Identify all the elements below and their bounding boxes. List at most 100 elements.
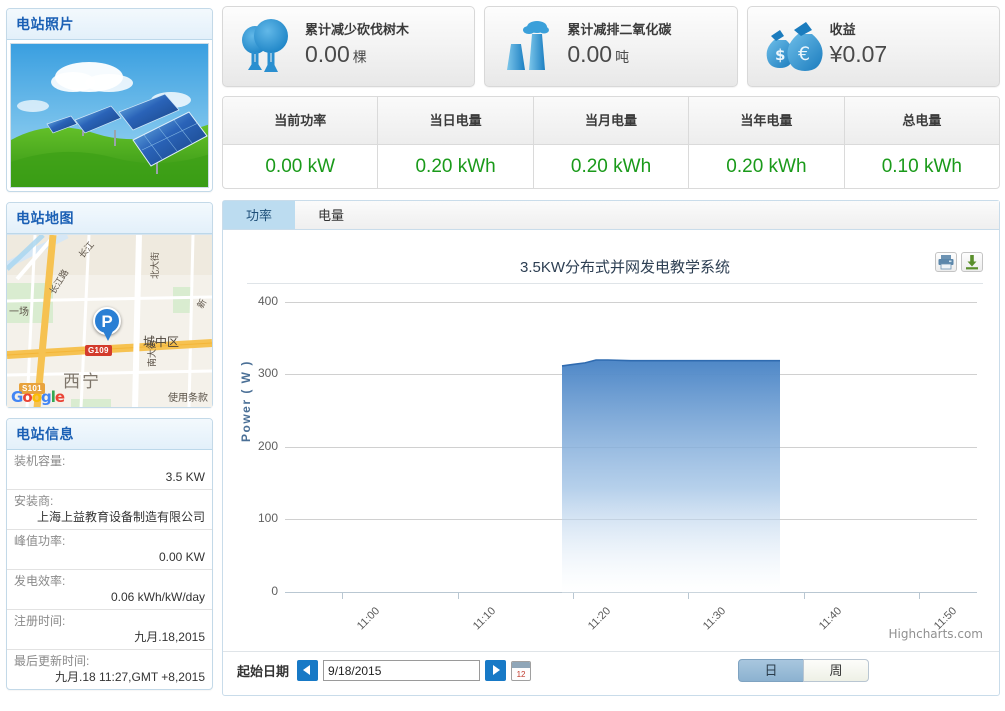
date-range-control: 起始日期 12 <box>237 660 532 681</box>
google-map[interactable]: 长江路 长江 北大街 南大街 城中区 一场 新 西宁 G109 S101 P G… <box>7 234 212 407</box>
print-icon[interactable] <box>935 252 957 272</box>
prev-day-button[interactable] <box>297 660 319 681</box>
station-info-title: 电站信息 <box>7 419 212 450</box>
y-tick-label: 0 <box>271 584 278 598</box>
info-label: 注册时间: <box>14 614 66 628</box>
stat-header: 当前功率 <box>223 97 378 145</box>
x-tick-mark <box>573 593 574 599</box>
stat-value: 0.20 kWh <box>726 156 807 177</box>
calendar-day: 12 <box>516 669 526 679</box>
card-number: ¥0.07 <box>829 41 888 67</box>
card-number: 0.00 <box>305 41 350 67</box>
x-tick-mark <box>458 593 459 599</box>
info-label: 安装商: <box>14 494 54 508</box>
y-tick-label: 300 <box>257 366 278 380</box>
info-row: 安装商: 上海上益教育设备制造有限公司 <box>7 490 212 530</box>
y-tick-label: 400 <box>257 294 278 308</box>
station-map-panel: 电站地图 <box>6 202 213 408</box>
card-co2-reduced: 累计减排二氧化碳 0.00 吨 <box>484 6 738 87</box>
chart-toolbar <box>935 252 983 272</box>
chart-plot-area: 400 300 200 100 0 Power ( W ) <box>239 294 977 632</box>
info-label: 发电效率: <box>14 574 66 588</box>
chart-title-divider <box>247 283 983 284</box>
station-map-title: 电站地图 <box>7 203 212 234</box>
chart-tabs: 功率 电量 <box>223 201 999 230</box>
map-highway-shield: S101 <box>19 383 45 394</box>
y-axis-label: Power ( W ) <box>239 360 253 442</box>
chart-title-text: 3.5KW分布式并网发电教学系统 <box>519 259 731 276</box>
stats-strip: 当前功率 0.00 kW 当日电量 0.20 kWh 当月电量 0.20 kWh… <box>222 96 1000 189</box>
range-day-button[interactable]: 日 <box>738 659 804 682</box>
info-row: 发电效率: 0.06 kWh/kW/day <box>7 570 212 610</box>
card-title: 收益 <box>829 22 856 37</box>
chart-panel: 功率 电量 3.5KW分布式并网发电教学系统 <box>222 200 1000 696</box>
station-photo-title: 电站照片 <box>7 9 212 40</box>
info-value: 九月.18 11:27,GMT +8,2015 <box>55 670 205 684</box>
gridline: 400 <box>258 294 977 308</box>
trees-icon <box>233 16 299 78</box>
card-number: 0.00 <box>567 41 613 67</box>
svg-text:$: $ <box>775 46 785 64</box>
card-value: ¥0.07 <box>830 39 891 72</box>
chart-title: 3.5KW分布式并网发电教学系统 <box>223 256 999 277</box>
x-tick-label: 11:30 <box>700 604 729 633</box>
station-info-list: 装机容量: 3.5 KW 安装商: 上海上益教育设备制造有限公司 峰值功率: 0… <box>7 450 212 689</box>
tab-energy[interactable]: 电量 <box>317 208 344 223</box>
card-value: 0.00 棵 <box>305 39 409 72</box>
y-tick-label: 200 <box>257 439 278 453</box>
stat-header: 当年电量 <box>689 97 844 145</box>
range-toggle-group: 日 周 <box>738 659 869 682</box>
stat-header: 当日电量 <box>378 97 533 145</box>
stat-year-energy: 当年电量 0.20 kWh <box>689 97 845 188</box>
card-title: 累计减排二氧化碳 <box>567 22 672 37</box>
card-revenue: $ € 收益 ¥0.07 <box>746 6 1000 87</box>
map-terms-link[interactable]: 使用条款 <box>168 393 208 404</box>
solar-panel-photo <box>10 43 209 188</box>
stat-value: 0.10 kWh <box>881 156 962 177</box>
info-value: 九月.18,2015 <box>134 630 205 644</box>
station-info-panel: 电站信息 装机容量: 3.5 KW 安装商: 上海上益教育设备制造有限公司 峰值… <box>6 418 213 690</box>
stat-header: 当月电量 <box>533 97 689 145</box>
chart-watermark: Highcharts.com <box>888 627 983 641</box>
main-content: 累计减少砍伐树木 0.00 棵 <box>222 6 1000 696</box>
map-city-label: 西宁 <box>63 372 101 391</box>
x-tick-label: 11:40 <box>816 604 845 633</box>
card-unit: 棵 <box>352 49 367 65</box>
summary-cards: 累计减少砍伐树木 0.00 棵 <box>222 6 1000 87</box>
next-day-button[interactable] <box>485 660 507 681</box>
range-week-button[interactable]: 周 <box>803 659 869 682</box>
x-tick-mark <box>804 593 805 599</box>
solar-panel-photo-svg <box>11 44 208 187</box>
stat-today-energy: 当日电量 0.20 kWh <box>378 97 534 188</box>
info-row: 注册时间: 九月.18,2015 <box>7 610 212 650</box>
map-highway-shield: G109 <box>85 345 112 356</box>
map-parking-marker[interactable]: P <box>93 307 121 341</box>
chart-body: 3.5KW分布式并网发电教学系统 <box>223 230 999 651</box>
info-value: 3.5 KW <box>165 470 205 484</box>
chart-footer: 起始日期 12 日 周 <box>223 651 999 695</box>
info-value: 0.06 kWh/kW/day <box>110 590 205 604</box>
stat-value: 0.00 kW <box>265 156 336 177</box>
stat-month-energy: 当月电量 0.20 kWh <box>533 97 690 188</box>
card-unit: 吨 <box>615 49 630 65</box>
x-tick-mark <box>919 593 920 599</box>
download-icon[interactable] <box>961 252 983 272</box>
x-tick-mark <box>342 593 343 599</box>
stat-header: 总电量 <box>844 97 999 145</box>
map-district-label: 城中区 <box>143 335 180 349</box>
calendar-icon[interactable]: 12 <box>511 660 532 681</box>
x-tick-label: 11:10 <box>470 604 499 633</box>
date-input[interactable] <box>323 660 481 681</box>
map-poi-label: 一场 <box>9 307 29 318</box>
stat-value: 0.20 kWh <box>570 156 652 177</box>
map-street-label: 北大街 <box>150 251 161 280</box>
tab-power[interactable]: 功率 <box>223 201 295 229</box>
info-row: 最后更新时间: 九月.18 11:27,GMT +8,2015 <box>7 650 212 689</box>
info-value: 0.00 KW <box>158 550 205 564</box>
station-photo-panel: 电站照片 <box>6 8 213 192</box>
info-label: 峰值功率: <box>14 534 66 548</box>
svg-text:€: € <box>798 43 810 65</box>
card-trees-saved: 累计减少砍伐树木 0.00 棵 <box>222 6 476 87</box>
stat-total-energy: 总电量 0.10 kWh <box>844 97 999 188</box>
